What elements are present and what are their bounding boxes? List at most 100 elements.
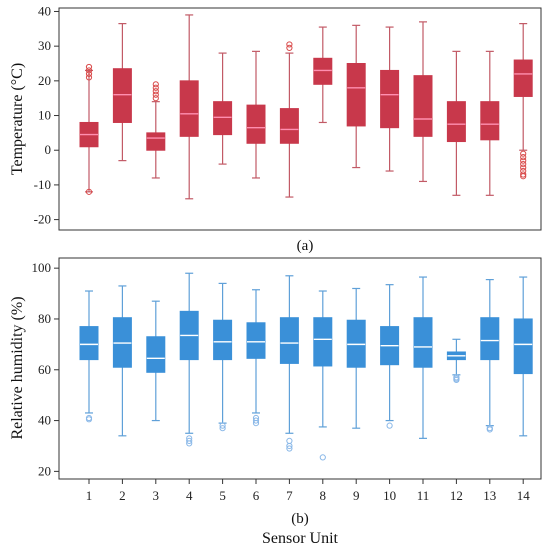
- panel-a-boxes: [79, 14, 533, 200]
- panel-b-y-ticks: 20 40 60 80 100: [32, 260, 59, 478]
- temp-box-1: [79, 63, 99, 195]
- xtick-label: 5: [219, 488, 226, 503]
- temp-outlier-point: [520, 160, 527, 168]
- rh-iqr-box: [246, 322, 266, 359]
- temp-box-9: [346, 24, 366, 169]
- temp-outlier-point: [520, 164, 527, 171]
- rh-iqr-box: [480, 317, 500, 361]
- panel-b-frame: [58, 257, 542, 480]
- temp-ytick-label: -10: [34, 177, 51, 192]
- temp-box-2: [112, 23, 132, 162]
- temp-iqr-box: [313, 57, 333, 85]
- rh-outlier-point: [319, 454, 326, 461]
- rh-outlier-point: [286, 445, 293, 452]
- rh-ytick-label: 20: [38, 463, 51, 478]
- panel-a: -20 -10 0 10 20 30 40 Temperature (°C) (a): [9, 3, 542, 254]
- temp-outlier-point: [152, 81, 159, 88]
- rh-iqr-box: [79, 326, 99, 361]
- panel-b-ylabel: Relative humidity (%): [9, 296, 26, 439]
- temp-iqr-box: [146, 132, 166, 151]
- temp-outlier-point: [85, 74, 93, 81]
- rh-outlier-point: [85, 416, 93, 423]
- panel-a-label: (a): [297, 238, 314, 254]
- rh-box-3: [146, 300, 166, 422]
- panel-a-ylabel: Temperature (°C): [9, 63, 26, 175]
- rh-ytick-label: 60: [38, 362, 51, 377]
- temp-iqr-box: [446, 101, 466, 143]
- rh-outlier-point: [386, 422, 393, 429]
- rh-box-1: [79, 290, 99, 423]
- temp-outlier-point: [152, 84, 159, 91]
- rh-outlier-point: [186, 437, 193, 444]
- temp-ytick-label: 30: [38, 38, 51, 53]
- temp-iqr-box: [179, 80, 199, 137]
- panel-a-y-ticks: -20 -10 0 10 20 30 40: [34, 3, 59, 227]
- temp-outlier-point: [152, 95, 159, 102]
- temp-ytick-label: 0: [45, 142, 52, 157]
- temp-outlier-point: [286, 41, 293, 48]
- temp-outlier-point: [520, 157, 527, 164]
- rh-box-8: [313, 290, 333, 461]
- temp-box-14: [513, 23, 533, 180]
- rh-outlier-point: [286, 442, 293, 450]
- xtick-label: 14: [517, 488, 531, 503]
- temp-box-13: [480, 50, 500, 196]
- rh-iqr-box: [513, 318, 533, 375]
- temp-ytick-label: 40: [38, 3, 51, 18]
- temp-box-10: [380, 26, 400, 172]
- temp-outlier-point: [520, 150, 527, 157]
- rh-box-2: [112, 285, 132, 437]
- temp-ytick-label: 20: [38, 73, 51, 88]
- rh-iqr-box: [413, 317, 433, 368]
- rh-ytick-label: 80: [38, 311, 51, 326]
- xtick-label: 6: [253, 488, 260, 503]
- xtick-label: 10: [383, 488, 396, 503]
- temp-iqr-box: [513, 59, 533, 97]
- xtick-label: 1: [86, 488, 93, 503]
- panel-b-x-ticks: 1 2 3 4 5 6 7 8 9 10 11 12 13 14: [86, 479, 530, 503]
- rh-box-7: [279, 275, 299, 452]
- xtick-label: 8: [320, 488, 327, 503]
- temp-box-6: [246, 50, 266, 179]
- rh-outlier-point: [252, 417, 260, 424]
- temp-outlier-point: [520, 171, 527, 178]
- xtick-label: 7: [286, 488, 293, 503]
- temp-box-12: [446, 50, 466, 196]
- xtick-label: 9: [353, 488, 360, 503]
- temp-box-3: [146, 81, 166, 179]
- temp-outlier-point: [286, 44, 293, 51]
- temp-iqr-box: [346, 63, 366, 127]
- temp-box-8: [313, 26, 333, 124]
- xtick-label: 13: [483, 488, 496, 503]
- temp-outlier-point: [85, 70, 93, 78]
- temp-iqr-box: [213, 101, 233, 136]
- panel-b-boxes: [79, 272, 533, 461]
- rh-iqr-box: [313, 317, 333, 367]
- temp-iqr-box: [112, 68, 132, 123]
- rh-iqr-box: [279, 317, 299, 364]
- rh-iqr-box: [146, 336, 166, 373]
- rh-outlier-point: [286, 437, 293, 444]
- rh-box-14: [513, 276, 533, 437]
- temp-outlier-point: [520, 173, 527, 180]
- panel-b-xlabel: Sensor Unit: [262, 530, 339, 547]
- rh-box-4: [179, 272, 199, 447]
- panel-b-label: (b): [291, 511, 309, 527]
- rh-box-9: [346, 287, 366, 429]
- panel-a-frame: [58, 7, 542, 231]
- rh-outlier-point: [453, 376, 460, 384]
- temp-outlier-point: [152, 88, 159, 95]
- rh-box-11: [413, 276, 433, 439]
- temp-outlier-point: [152, 91, 159, 98]
- rh-ytick-label: 100: [32, 260, 52, 275]
- xtick-label: 12: [450, 488, 463, 503]
- rh-iqr-box: [213, 319, 233, 361]
- temp-box-5: [213, 52, 233, 165]
- rh-box-10: [380, 284, 400, 429]
- rh-box-12: [446, 338, 466, 384]
- temp-box-4: [179, 14, 199, 200]
- xtick-label: 2: [119, 488, 126, 503]
- temp-iqr-box: [380, 69, 400, 129]
